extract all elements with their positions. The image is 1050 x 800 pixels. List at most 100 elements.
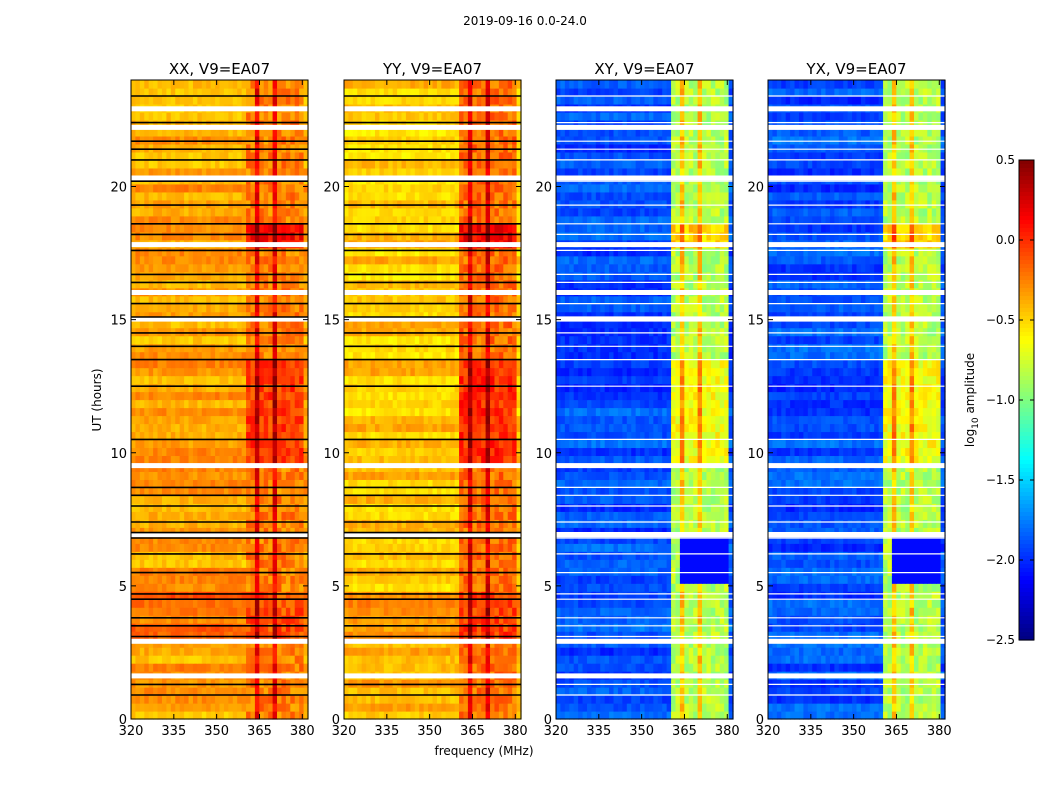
heatmap-cell [294,399,300,409]
heatmap-cell [397,383,403,393]
heatmap-cell [450,551,456,560]
heatmap-cell [206,655,212,664]
heatmap-cell [498,551,504,560]
heatmap-cell [374,455,380,464]
heatmap-cell [175,135,181,145]
heatmap-cell [241,615,247,624]
heatmap-cell [157,319,163,329]
heatmap-cell [410,415,416,425]
heatmap-cell [228,583,234,592]
heatmap-cell [410,663,416,672]
heatmap-cell [131,439,137,449]
heatmap-cell [197,471,203,480]
heatmap-cell [494,447,500,457]
heatmap-cell [290,311,296,321]
heatmap-cell [366,383,372,393]
heatmap-cell [197,255,203,265]
heatmap-cell [397,559,403,568]
heatmap-cell [512,423,518,433]
heatmap-cell [370,615,376,624]
heatmap-cell [215,703,221,712]
heatmap-cell [383,447,389,457]
heatmap-cell [161,631,167,640]
heatmap-cell [281,455,287,464]
heatmap-cell [516,399,522,409]
heatmap-cell [223,687,229,696]
heatmap-cell [139,143,145,153]
heatmap-cell [467,711,473,720]
heatmap-cell [281,711,287,720]
heatmap-cell [383,647,389,656]
heatmap-cell [481,647,487,656]
heatmap-cell [192,575,198,584]
heatmap-cell [277,367,283,377]
heatmap-cell [344,487,350,496]
heatmap-cell [254,127,260,137]
heatmap-cell [268,87,274,97]
heatmap-cell [414,415,420,425]
heatmap-cell [303,183,309,193]
heatmap-cell [285,375,291,385]
heatmap-cell [179,551,185,560]
heatmap-cell [206,551,212,560]
heatmap-cell [459,599,465,608]
heatmap-cell [476,591,482,600]
heatmap-cell [259,359,265,369]
heatmap-cell [263,439,269,449]
heatmap-cell [241,679,247,688]
heatmap-cell [201,407,207,417]
heatmap-cell [285,711,291,720]
heatmap-cell [498,703,504,712]
heatmap-cell [219,527,225,536]
heatmap-cell [223,191,229,201]
heatmap-cell [179,615,185,624]
heatmap-cell [135,127,141,137]
heatmap-cell [166,655,172,664]
heatmap-cell [516,479,522,488]
heatmap-cell [290,407,296,417]
heatmap-cell [175,359,181,369]
heatmap-cell [263,495,269,504]
heatmap-cell [512,487,518,496]
heatmap-cell [157,135,163,145]
heatmap-cell [148,247,154,257]
heatmap-cell [210,311,216,321]
heatmap-cell [201,151,207,161]
heatmap-cell [410,495,416,504]
heatmap-cell [232,311,238,321]
heatmap-cell [299,567,305,576]
heatmap-cell [201,575,207,584]
heatmap-cell [361,623,367,632]
heatmap-cell [467,487,473,496]
heatmap-cell [268,215,274,225]
heatmap-cell [410,511,416,520]
heatmap-cell [463,455,469,464]
heatmap-cell [148,111,154,121]
heatmap-cell [175,551,181,560]
heatmap-cell [401,527,407,536]
heatmap-cell [135,119,141,129]
heatmap-cell [157,311,163,321]
heatmap-cell [215,535,221,544]
heatmap-cell [259,583,265,592]
heatmap-cell [383,431,389,441]
heatmap-cell [219,295,225,305]
heatmap-cell [201,183,207,193]
heatmap-cell [285,271,291,281]
heatmap-cell [139,183,145,193]
heatmap-cell [361,535,367,544]
heatmap-cell [401,399,407,409]
heatmap-cell [157,119,163,129]
heatmap-cell [268,623,274,632]
heatmap-cell [366,503,372,512]
heatmap-cell [192,319,198,329]
heatmap-cell [179,223,185,233]
heatmap-cell [197,359,203,369]
heatmap-cell [237,391,243,401]
heatmap-cell [201,231,207,241]
heatmap-cell [383,527,389,536]
heatmap-cell [148,655,154,664]
heatmap-cell [250,119,256,129]
heatmap-cell [241,423,247,433]
heatmap-cell [161,567,167,576]
